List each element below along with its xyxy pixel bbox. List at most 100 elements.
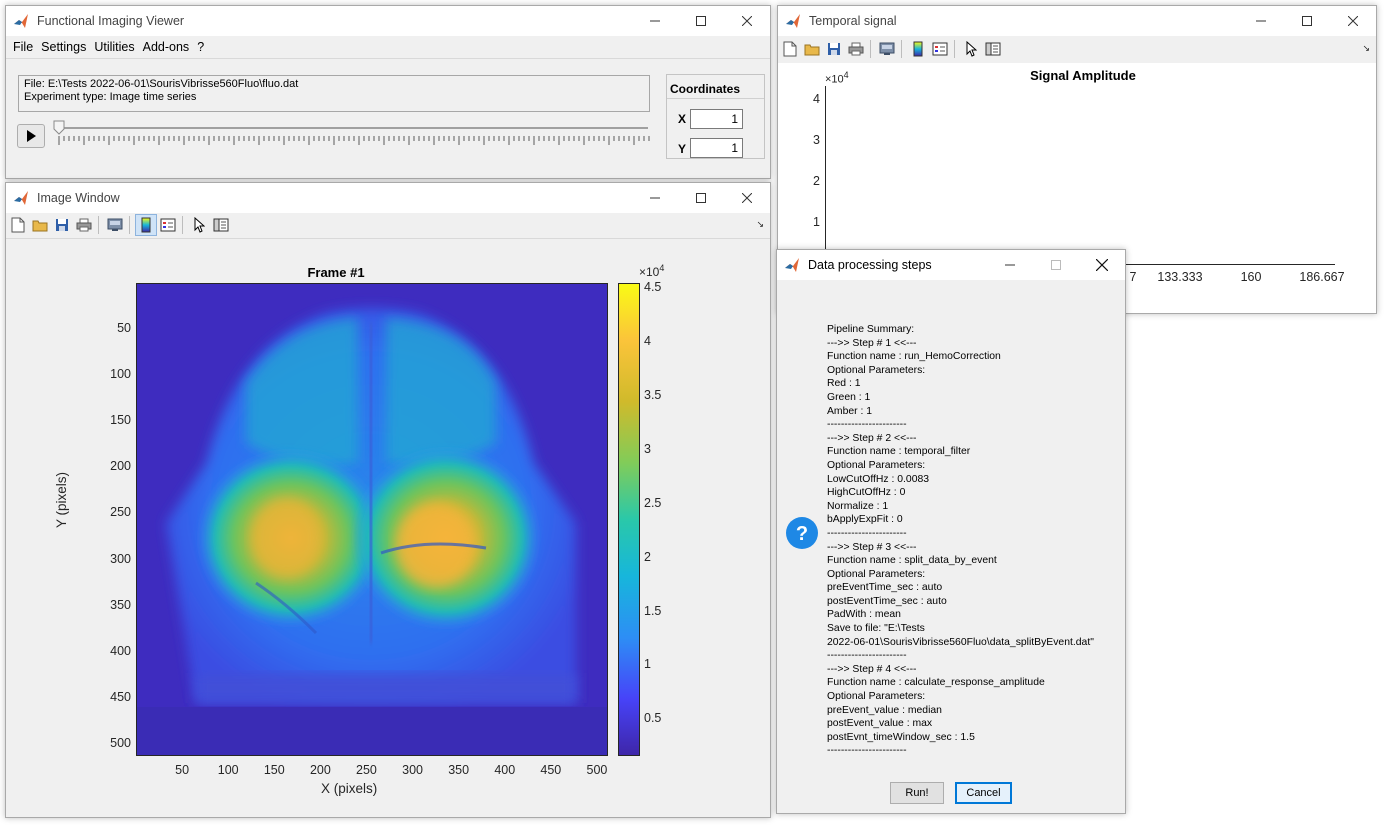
image-window-title: Image Window (37, 191, 120, 205)
dialog-titlebar[interactable]: Data processing steps (777, 250, 1125, 280)
x-tick-label: 100 (217, 763, 239, 777)
slider-thumb[interactable] (53, 120, 65, 135)
image-titlebar[interactable]: Image Window (6, 183, 770, 213)
pipeline-line: --->> Step # 1 <<--- (827, 337, 917, 349)
edit-plot-arrow-icon[interactable] (961, 39, 981, 59)
dock-arrow-icon[interactable]: ↘ (756, 219, 764, 229)
y-coordinate-input[interactable]: 1 (690, 138, 743, 158)
frame-slider[interactable] (52, 118, 652, 148)
print-icon[interactable] (74, 215, 94, 235)
x-tick-label: 500 (586, 763, 608, 777)
frame-title: Frame #1 (307, 265, 365, 280)
signal-exponent-power: 4 (843, 70, 849, 80)
maximize-button[interactable] (1284, 6, 1330, 36)
brain-image-heatmap[interactable] (136, 283, 608, 756)
pipeline-line: Save to file: "E:\Tests (827, 623, 925, 635)
question-icon: ? (786, 517, 818, 549)
y-coordinate-label: Y (678, 142, 687, 156)
signal-y-tick-label: 4 (813, 92, 820, 106)
new-figure-icon[interactable] (8, 215, 28, 235)
x-tick-label: 50 (175, 763, 190, 777)
colorbar-toggle-icon[interactable] (908, 39, 928, 59)
link-plot-icon[interactable] (877, 39, 897, 59)
legend-toggle-icon[interactable] (930, 39, 950, 59)
y-tick-label: 500 (110, 735, 131, 750)
pipeline-line: Function name : run_HemoCorrection (827, 351, 1001, 363)
close-button[interactable] (1330, 6, 1376, 36)
x-tick-label: 300 (402, 763, 423, 777)
temporal-titlebar[interactable]: Temporal signal (778, 6, 1376, 36)
menu-settings[interactable]: Settings (41, 40, 87, 54)
minimize-button[interactable] (1238, 6, 1284, 36)
colorbar-toggle-icon[interactable] (135, 214, 157, 236)
experiment-type-text: Experiment type: Image time series (24, 91, 197, 103)
matlab-logo-icon (784, 257, 800, 273)
pipeline-line: Normalize : 1 (827, 500, 889, 512)
main-window: Functional Imaging Viewer File Settings … (5, 5, 771, 179)
x-tick-label: 400 (494, 763, 516, 777)
open-file-icon[interactable] (802, 39, 822, 59)
link-plot-icon[interactable] (105, 215, 125, 235)
signal-x-tick-label: 160 (1240, 270, 1262, 284)
minimize-button[interactable] (632, 183, 678, 213)
processing-dialog: Data processing steps ? Run! Cancel (776, 249, 1126, 814)
pipeline-line: Amber : 1 (827, 405, 873, 417)
menu-help[interactable]: ? (197, 40, 205, 54)
colorbar-exponent: ×104 (639, 263, 664, 279)
pipeline-line: postEventTime_sec : auto (827, 595, 947, 607)
menu-file[interactable]: File (13, 40, 34, 54)
property-inspector-icon[interactable] (983, 39, 1003, 59)
maximize-button[interactable] (678, 183, 724, 213)
minimize-button[interactable] (632, 6, 678, 36)
colorbar-tick-label: 3 (644, 442, 651, 456)
legend-toggle-icon[interactable] (158, 215, 178, 235)
signal-x-tick-label: 186.667 (1299, 270, 1345, 284)
dialog-title: Data processing steps (808, 258, 932, 272)
maximize-button[interactable] (678, 6, 724, 36)
x-coordinate-label: X (678, 112, 687, 126)
close-button[interactable] (1079, 250, 1125, 280)
signal-title: Signal Amplitude (1030, 68, 1136, 83)
close-button[interactable] (724, 183, 770, 213)
main-titlebar[interactable]: Functional Imaging Viewer (6, 6, 770, 36)
new-figure-icon[interactable] (780, 39, 800, 59)
maximize-button (1033, 250, 1079, 280)
run-button[interactable]: Run! (890, 782, 944, 804)
x-coordinate-input[interactable]: 1 (690, 109, 743, 129)
dock-arrow-icon[interactable]: ↘ (1362, 43, 1370, 53)
cancel-button[interactable]: Cancel (955, 782, 1012, 804)
open-file-icon[interactable] (30, 215, 50, 235)
menu-utilities[interactable]: Utilities (94, 40, 135, 54)
save-icon[interactable] (824, 39, 844, 59)
colorbar[interactable] (618, 283, 640, 756)
save-icon[interactable] (52, 215, 72, 235)
x-tick-label: 150 (263, 763, 285, 777)
pipeline-line: --->> Step # 3 <<--- (827, 541, 917, 553)
colorbar-tick-label: 1 (644, 657, 651, 672)
signal-y-tick-label: 2 (813, 174, 820, 188)
y-axis-label: Y (pixels) (54, 471, 69, 528)
colorbar-tick-label: 4.5 (644, 280, 662, 295)
pipeline-summary-text: Pipeline Summary: --->> Step # 1 <<--- Fun… (827, 323, 1094, 758)
close-button[interactable] (724, 6, 770, 36)
pipeline-line: --->> Step # 4 <<--- (827, 663, 917, 675)
print-icon[interactable] (846, 39, 866, 59)
y-tick-label: 100 (110, 367, 131, 382)
pipeline-line: HighCutOffHz : 0 (827, 487, 906, 499)
image-window: Image Window ↘ Frame #1 (5, 182, 771, 818)
y-tick-label: 350 (110, 597, 131, 612)
menu-divider (6, 58, 770, 59)
edit-plot-arrow-icon[interactable] (189, 215, 209, 235)
signal-x-tick-label: 133.333 (1157, 270, 1203, 284)
menu-addons[interactable]: Add-ons (142, 40, 190, 54)
play-icon (27, 130, 36, 142)
pipeline-line: Optional Parameters: (827, 691, 926, 703)
y-tick-label: 450 (110, 689, 131, 704)
property-inspector-icon[interactable] (211, 215, 231, 235)
minimize-button[interactable] (987, 250, 1033, 280)
x-tick-label: 350 (448, 763, 470, 777)
colorbar-tick-label: 2 (644, 549, 651, 564)
colorbar-exponent-base: ×10 (639, 265, 660, 279)
y-tick-label: 150 (110, 413, 131, 428)
play-button[interactable] (17, 124, 45, 148)
